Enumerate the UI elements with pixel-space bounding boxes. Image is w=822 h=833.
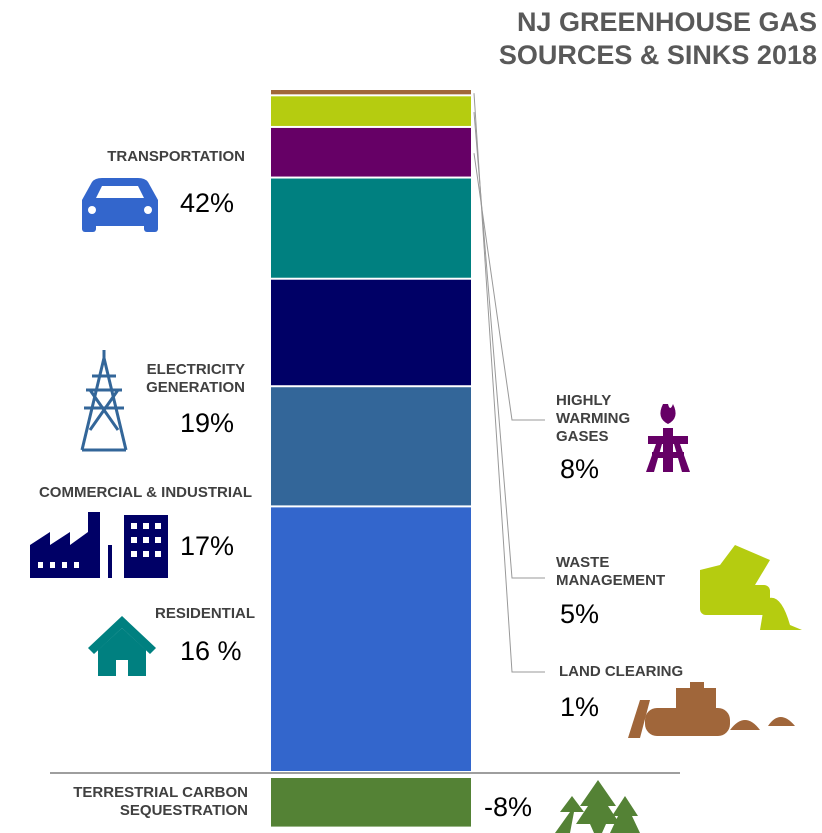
value-label: 8% (560, 454, 600, 484)
category-label: COMMERCIAL & INDUSTRIAL (38, 484, 252, 501)
chart-title: NJ GREENHOUSE GAS SOURCES & SINKS 2018 (498, 7, 817, 70)
category-label: LAND CLEARING (559, 663, 684, 680)
bar-segment (271, 127, 471, 177)
bar-segment (271, 507, 471, 771)
tower-icon (80, 350, 128, 452)
value-label: 17% (180, 531, 235, 561)
trees-icon (555, 780, 640, 833)
bar-segment (271, 90, 471, 95)
value-label: 1% (560, 692, 600, 722)
bar-segment (271, 778, 471, 827)
bar-segment (271, 387, 471, 506)
value-label: 19% (180, 408, 235, 438)
factory-icon (30, 512, 168, 578)
bulldozer-icon (628, 682, 795, 738)
value-label: 16 % (180, 636, 242, 666)
leader-line (473, 153, 545, 421)
category-label: TERRESTRIAL CARBON SEQUESTRATION (73, 784, 248, 819)
gas-icon (646, 404, 690, 472)
category-label: TRANSPORTATION (107, 148, 245, 165)
category-label: ELECTRICITY GENERATION (146, 361, 245, 396)
category-label: WASTE MANAGEMENT (556, 554, 666, 589)
category-label: RESIDENTIAL (154, 605, 255, 622)
truck-icon (700, 545, 802, 630)
bar-segment (271, 178, 471, 278)
value-label: -8% (484, 792, 533, 822)
category-label: HIGHLY WARMING GASES (556, 392, 631, 445)
bar-segment (271, 96, 471, 126)
leader-line (473, 112, 545, 579)
value-label: 42% (180, 188, 235, 218)
bar-segment (271, 279, 471, 386)
leader-line (473, 93, 545, 673)
value-label: 5% (560, 599, 600, 629)
car-icon (82, 178, 158, 232)
house-icon (88, 616, 156, 676)
